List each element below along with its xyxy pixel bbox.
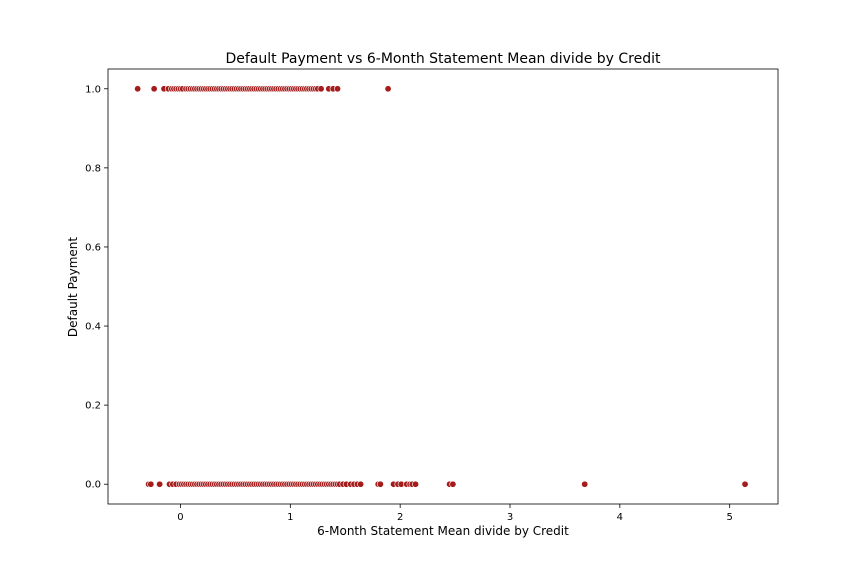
y-tick-label: 1.0 [85,84,101,95]
y-tick-label: 0.0 [85,480,101,491]
data-point [147,480,155,488]
data-point [412,480,420,488]
y-tick-label: 0.8 [85,163,101,174]
y-axis: 0.0 0.2 0.4 0.6 0.8 1.0 [85,84,108,491]
data-point [334,85,342,93]
data-point [376,480,384,488]
chart-title: Default Payment vs 6-Month Statement Mea… [225,51,661,67]
y-axis-label: Default Payment [66,237,80,337]
data-point [741,480,749,488]
x-axis-label: 6-Month Statement Mean divide by Credit [317,524,569,538]
data-point [581,480,589,488]
x-tick-label: 3 [507,512,513,523]
y-tick-label: 0.6 [85,242,101,253]
plot-area-frame [107,68,779,505]
x-tick-label: 0 [177,512,183,523]
x-tick-label: 5 [726,512,732,523]
data-point [317,85,325,93]
data-point [357,480,365,488]
y-tick-label: 0.4 [85,322,101,333]
x-tick-label: 1 [287,512,293,523]
x-tick-label: 4 [617,512,623,523]
x-tick-label: 2 [397,512,403,523]
data-points [134,85,749,488]
y-tick-label: 0.2 [85,401,101,412]
data-point [449,480,457,488]
x-axis: 0 1 2 3 4 5 [177,504,733,523]
data-point [150,85,158,93]
data-point [384,85,392,93]
data-point [156,480,164,488]
data-point [134,85,142,93]
